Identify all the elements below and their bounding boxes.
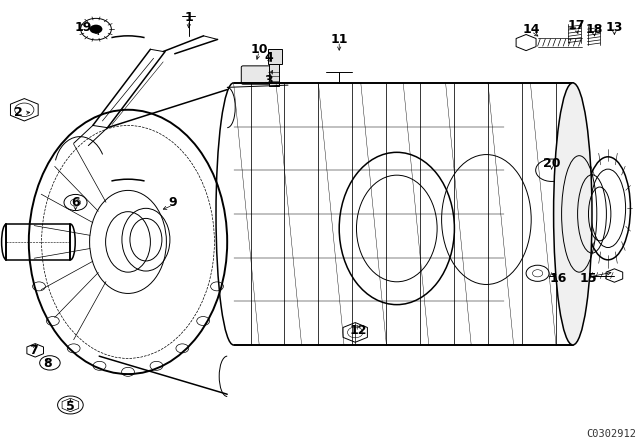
FancyBboxPatch shape	[241, 66, 271, 84]
Text: 7: 7	[29, 344, 38, 357]
FancyBboxPatch shape	[268, 49, 282, 64]
Text: 15: 15	[580, 272, 598, 285]
Text: C0302912: C0302912	[586, 429, 636, 439]
Ellipse shape	[554, 83, 592, 345]
Text: 18: 18	[585, 22, 603, 36]
Text: 19: 19	[74, 21, 92, 34]
Text: 11: 11	[330, 33, 348, 46]
Text: 17: 17	[567, 19, 585, 33]
Text: 8: 8	[43, 357, 52, 370]
Text: 13: 13	[605, 21, 623, 34]
FancyBboxPatch shape	[269, 64, 279, 86]
Text: 14: 14	[522, 22, 540, 36]
Text: 5: 5	[66, 400, 75, 414]
Text: 1: 1	[184, 11, 193, 25]
Text: 2: 2	[13, 105, 22, 119]
Text: 3: 3	[264, 74, 273, 87]
Text: 12: 12	[349, 324, 367, 337]
Text: 10: 10	[250, 43, 268, 56]
Text: 9: 9	[168, 196, 177, 209]
Text: 16: 16	[549, 272, 567, 285]
Circle shape	[90, 25, 102, 34]
Text: 20: 20	[543, 157, 561, 170]
Text: 4: 4	[264, 51, 273, 64]
Text: 6: 6	[71, 196, 80, 209]
